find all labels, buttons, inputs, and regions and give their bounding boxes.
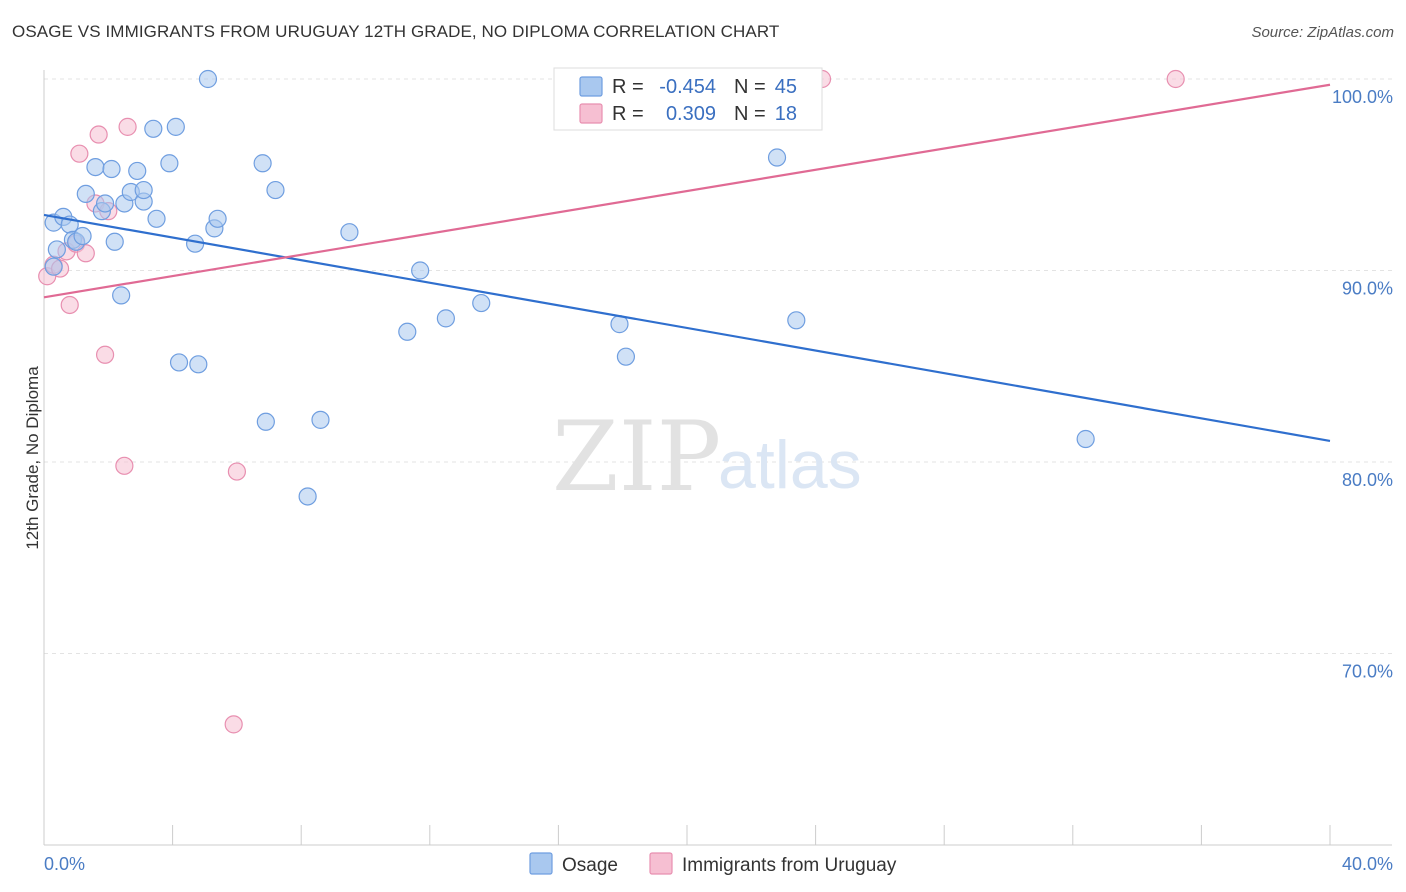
osage-point [73, 226, 92, 246]
osage-point [767, 148, 787, 167]
uruguay-point [115, 456, 134, 475]
legend-n-value-uruguay: 18 [775, 103, 797, 125]
osage-point [787, 311, 806, 330]
uruguay-point [60, 295, 79, 315]
x-tick-label: 40.0% [1342, 854, 1393, 874]
legend-n-label-osage: N = [734, 76, 766, 98]
axes: 100.0% 90.0% 80.0% 70.0% 0.0% 40.0% [43, 70, 1393, 874]
grid-lines [44, 78, 1392, 654]
uruguay-point [1166, 69, 1185, 89]
osage-point [86, 157, 105, 177]
osage-point [76, 184, 95, 203]
osage-point [340, 223, 359, 242]
osage-point [144, 119, 163, 138]
osage-point [208, 209, 227, 228]
trend-lines [43, 83, 1331, 443]
y-tick-label: 80.0% [1342, 470, 1393, 490]
osage-point [186, 234, 205, 253]
watermark-atlas: atlas [718, 427, 862, 503]
osage-trend-line [43, 213, 1331, 443]
osage-point [105, 232, 124, 251]
uruguay-trend-line [43, 83, 1331, 299]
bottom-legend-swatch-uruguay [649, 852, 673, 875]
legend-swatch-uruguay [579, 103, 603, 124]
uruguay-point [224, 715, 243, 734]
osage-point [436, 309, 455, 328]
osage-point [166, 117, 185, 136]
uruguay-point [227, 462, 246, 481]
legend-swatch-osage [579, 76, 603, 97]
uruguay-point [118, 117, 137, 136]
osage-point [169, 353, 189, 372]
legend-r-label-uruguay: R = [612, 103, 644, 125]
legend-n-label-uruguay: N = [734, 103, 766, 125]
y-tick-label: 70.0% [1342, 662, 1393, 682]
uruguay-point [89, 125, 108, 144]
osage-point [298, 487, 317, 506]
osage-point [112, 286, 131, 305]
osage-point [472, 293, 491, 313]
osage-point [616, 347, 636, 366]
legend-r-value-uruguay: 0.309 [666, 103, 716, 125]
chart-title: OSAGE VS IMMIGRANTS FROM URUGUAY 12TH GR… [12, 22, 780, 41]
y-tick-label: 90.0% [1342, 279, 1393, 299]
bottom-legend-label-uruguay: Immigrants from Uruguay [682, 855, 897, 876]
osage-point [147, 209, 166, 228]
legend-r-label-osage: R = [612, 76, 644, 98]
osage-point [1076, 429, 1095, 449]
series-osage-points [44, 69, 1095, 506]
bottom-legend-swatch-osage [529, 852, 553, 875]
osage-point [411, 261, 430, 280]
watermark: ZIP atlas [552, 401, 862, 513]
osage-point [398, 322, 417, 341]
x-tick-label: 0.0% [44, 854, 85, 874]
osage-point [311, 410, 330, 429]
legend-r-value-osage: -0.454 [659, 76, 716, 98]
series-legend: Osage Immigrants from Uruguay [529, 852, 897, 876]
correlation-legend: R = -0.454 N = 45 R = 0.309 N = 18 [553, 67, 823, 131]
bottom-legend-label-osage: Osage [562, 855, 618, 876]
osage-point [266, 180, 285, 200]
source-credit: Source: ZipAtlas.com [1251, 24, 1394, 41]
osage-point [256, 412, 275, 431]
osage-point [134, 180, 153, 200]
watermark-zip: ZIP [552, 401, 721, 513]
osage-point [95, 194, 115, 213]
osage-point [102, 159, 121, 179]
osage-point [128, 161, 147, 181]
uruguay-point [95, 345, 115, 364]
osage-point [189, 355, 208, 374]
y-tick-label: 100.0% [1332, 87, 1393, 107]
uruguay-point [70, 144, 89, 163]
osage-point [47, 240, 66, 259]
osage-point [198, 69, 218, 89]
legend-n-value-osage: 45 [775, 76, 797, 98]
osage-point [160, 154, 179, 173]
osage-point [253, 154, 272, 173]
osage-point [44, 257, 63, 276]
y-axis-label: 12th Grade, No Diploma [23, 366, 42, 550]
